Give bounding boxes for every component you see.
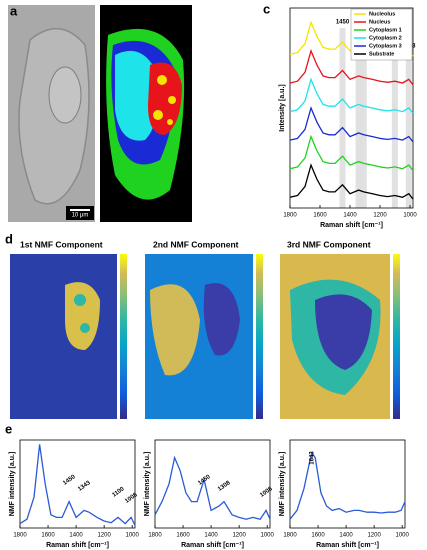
x-tick-label: 1600 [41, 533, 55, 539]
x-tick-label: 1800 [148, 533, 162, 539]
spectrum-line [289, 134, 414, 171]
component-title: 2nd NMF Component [153, 239, 239, 249]
micrograph [8, 5, 95, 222]
y-axis-title: Intensity [a.u.] [279, 84, 286, 131]
legend-label: Cytoplasm 2 [369, 35, 402, 41]
x-tick-label: 1200 [367, 533, 381, 539]
x-tick-label: 1400 [339, 533, 353, 539]
y-axis-title: NMF intensity [a.u.] [144, 452, 151, 517]
component-title: 3rd NMF Component [287, 239, 371, 249]
spectrum-line [154, 455, 271, 520]
nmf-map [10, 254, 127, 419]
x-tick-label: 1400 [69, 533, 83, 539]
component-title: 1st NMF Component [20, 239, 103, 249]
peak-label: 1643 [310, 451, 316, 465]
y-axis-title: NMF intensity [a.u.] [9, 452, 16, 517]
peak-band [339, 28, 346, 208]
peak-label: 1100 [111, 486, 126, 499]
peak-band [360, 28, 367, 208]
legend-label: Nucleus [369, 19, 390, 25]
nmf-map [145, 254, 263, 419]
x-tick-label: 1200 [97, 533, 111, 539]
panel-letter: a [10, 3, 18, 18]
panel-letter: c [263, 1, 270, 16]
x-tick-label: 1000 [403, 213, 417, 219]
nmf-map [280, 254, 400, 419]
peak-label: 1308 [217, 480, 232, 493]
x-tick-label: 1400 [343, 213, 357, 219]
spectrum-line [289, 48, 414, 86]
peak-band [405, 28, 412, 208]
spectrum-line [19, 444, 136, 526]
spectrum-line [289, 451, 406, 520]
legend-label: Cytoplasm 3 [369, 43, 402, 49]
peak-band [391, 28, 398, 208]
plot-frame [289, 7, 414, 209]
x-tick-label: 1000 [261, 533, 275, 539]
peak-label: 1008 [124, 492, 139, 505]
legend-box [350, 8, 413, 61]
peak-label: 1008 [259, 486, 274, 499]
x-axis-title: Raman shift [cm⁻¹] [46, 542, 109, 549]
x-tick-label: 1600 [311, 533, 325, 539]
spectrum-line [289, 77, 414, 114]
x-tick-label: 1600 [313, 213, 327, 219]
plot-frame [154, 439, 271, 529]
peak-label: 1450 [336, 20, 350, 26]
legend-label: Cytoplasm 1 [369, 27, 402, 33]
x-tick-label: 1000 [396, 533, 410, 539]
panel-letter: e [5, 421, 12, 436]
panel-letter: b [145, 3, 153, 18]
x-tick-label: 1800 [283, 213, 297, 219]
x-tick-label: 1600 [176, 533, 190, 539]
x-tick-label: 1200 [232, 533, 246, 539]
x-tick-label: 1000 [126, 533, 140, 539]
x-tick-label: 1200 [373, 213, 387, 219]
x-axis-title: Raman shift [cm⁻¹] [316, 542, 379, 549]
x-tick-label: 1400 [204, 533, 218, 539]
x-axis-title: Raman shift [cm⁻¹] [320, 222, 383, 229]
spectrum-line [289, 163, 414, 200]
panel-letter: d [5, 231, 13, 246]
legend-label: Nucleolus [369, 11, 395, 17]
peak-band [355, 28, 362, 208]
x-tick-label: 1800 [13, 533, 27, 539]
legend-label: Substrate [369, 51, 394, 57]
x-tick-label: 1800 [283, 533, 297, 539]
peak-label: 1450 [62, 474, 77, 487]
plot-frame [19, 439, 136, 529]
scale-bar-label: 10 μm [72, 213, 89, 219]
cluster-map [100, 5, 192, 222]
x-axis-title: Raman shift [cm⁻¹] [181, 542, 244, 549]
plot-frame [289, 439, 406, 529]
peak-label: 1343 [77, 480, 92, 493]
y-axis-title: NMF intensity [a.u.] [279, 452, 286, 517]
spectrum-line [289, 106, 414, 143]
